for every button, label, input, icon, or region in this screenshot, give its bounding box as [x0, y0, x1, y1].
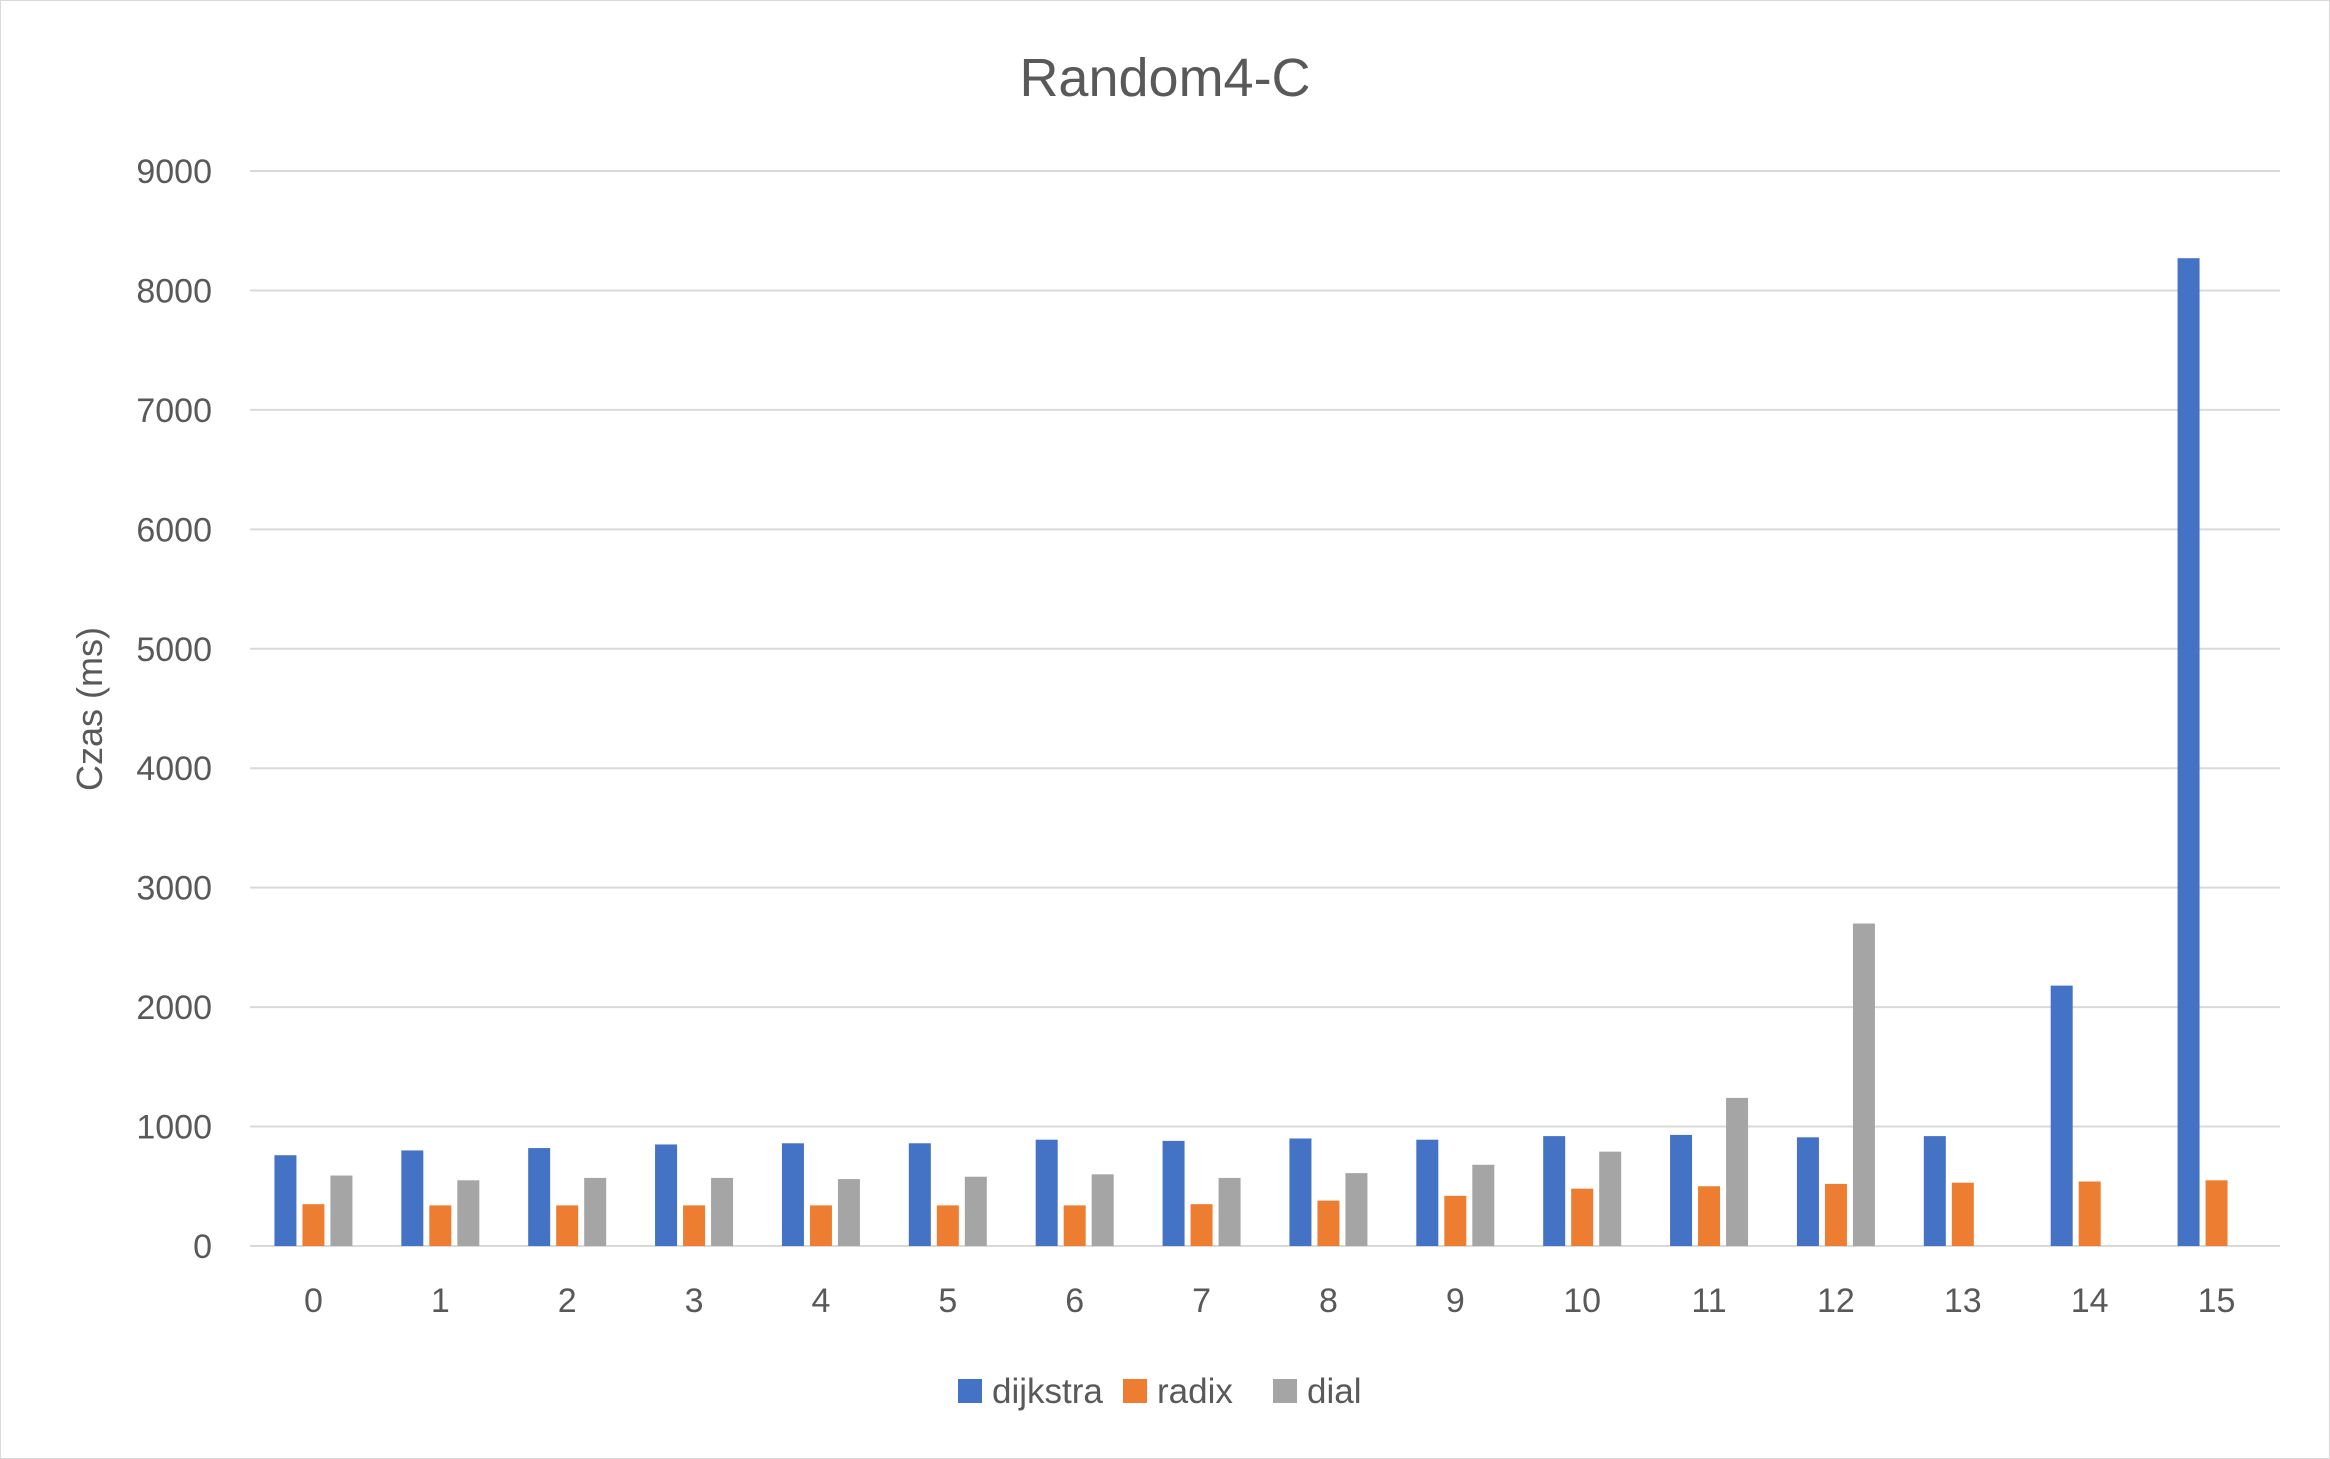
bar-dial-9 [1472, 1164, 1495, 1246]
x-tick-label: 10 [1563, 1282, 1601, 1320]
bar-radix-2 [556, 1205, 579, 1246]
y-tick-label: 4000 [136, 750, 212, 788]
y-tick-label: 3000 [136, 870, 212, 908]
bar-dial-1 [457, 1180, 480, 1246]
bar-dial-4 [837, 1179, 860, 1246]
x-tick-label: 15 [2198, 1282, 2236, 1320]
bar-radix-12 [1824, 1183, 1847, 1246]
bar-dijkstra-5 [908, 1143, 931, 1246]
x-tick-label: 0 [304, 1282, 323, 1320]
bar-dijkstra-14 [2050, 985, 2073, 1246]
x-tick-label: 14 [2071, 1282, 2109, 1320]
bar-dijkstra-7 [1162, 1140, 1185, 1246]
x-tick-label: 12 [1817, 1282, 1855, 1320]
legend-label-dijkstra: dijkstra [992, 1372, 1103, 1411]
bar-dijkstra-9 [1416, 1139, 1439, 1246]
bar-dijkstra-0 [274, 1155, 297, 1246]
bar-dial-5 [964, 1176, 987, 1246]
legend-label-radix: radix [1157, 1372, 1233, 1411]
y-tick-label: 2000 [136, 989, 212, 1027]
y-tick-label: 0 [193, 1228, 212, 1266]
x-tick-label: 13 [1944, 1282, 1982, 1320]
x-tick-label: 11 [1691, 1282, 1726, 1320]
x-tick-label: 4 [811, 1282, 830, 1320]
x-tick-label: 3 [685, 1282, 704, 1320]
bar-dijkstra-13 [1923, 1136, 1946, 1246]
x-tick-label: 6 [1065, 1282, 1084, 1320]
bar-radix-5 [936, 1205, 959, 1246]
x-tick-label: 8 [1319, 1282, 1338, 1320]
bar-dijkstra-3 [655, 1144, 678, 1246]
legend-label-dial: dial [1307, 1372, 1361, 1411]
bar-dijkstra-8 [1289, 1138, 1312, 1246]
bar-dijkstra-2 [528, 1148, 551, 1246]
bar-radix-15 [2205, 1180, 2228, 1246]
bar-dial-7 [1218, 1177, 1241, 1246]
y-tick-label: 1000 [136, 1109, 212, 1147]
bar-radix-13 [1951, 1182, 1974, 1246]
bar-dial-12 [1852, 923, 1875, 1246]
y-tick-label: 5000 [136, 631, 212, 669]
bar-radix-0 [302, 1204, 325, 1246]
y-tick-labels: 0 1000 2000 3000 4000 5000 6000 7000 8000 9000 [136, 153, 212, 1266]
bar-dial-8 [1345, 1173, 1368, 1246]
bar-radix-8 [1317, 1200, 1340, 1246]
legend-swatch-dijkstra [958, 1379, 982, 1403]
x-tick-label: 9 [1446, 1282, 1465, 1320]
y-tick-label: 6000 [136, 511, 212, 549]
bar-radix-14 [2078, 1181, 2101, 1246]
x-tick-labels: 0 1 2 3 4 5 6 7 8 9 10 11 12 13 14 15 [304, 1282, 2236, 1320]
bar-dial-6 [1091, 1174, 1114, 1246]
x-tick-label: 5 [938, 1282, 957, 1320]
bar-dijkstra-11 [1670, 1134, 1693, 1246]
bar-dijkstra-10 [1543, 1136, 1566, 1246]
y-tick-label: 7000 [136, 392, 212, 430]
gridlines [250, 170, 2280, 1247]
bar-dijkstra-6 [1035, 1139, 1058, 1246]
bar-radix-10 [1571, 1188, 1594, 1246]
bar-radix-1 [429, 1205, 452, 1246]
bar-dijkstra-1 [401, 1150, 424, 1246]
y-tick-label: 9000 [136, 153, 212, 191]
bar-radix-9 [1444, 1195, 1467, 1246]
bar-dijkstra-15 [2177, 258, 2200, 1246]
bar-dial-0 [330, 1175, 353, 1246]
bar-dial-2 [584, 1177, 607, 1246]
x-tick-label: 2 [558, 1282, 577, 1320]
bar-radix-11 [1698, 1186, 1721, 1246]
chart-title: Random4-C [1019, 48, 1310, 108]
bar-dial-10 [1599, 1151, 1622, 1246]
y-axis-label: Czas (ms) [69, 627, 110, 791]
bar-dijkstra-12 [1796, 1137, 1819, 1246]
bars [274, 258, 2228, 1246]
bar-dial-3 [711, 1177, 734, 1246]
bar-radix-3 [683, 1205, 706, 1246]
bar-radix-4 [809, 1205, 832, 1246]
bar-dial-11 [1726, 1097, 1749, 1246]
bar-radix-6 [1063, 1205, 1086, 1246]
x-tick-label: 7 [1192, 1282, 1211, 1320]
legend: dijkstra radix dial [958, 1372, 1361, 1411]
bar-dijkstra-4 [781, 1143, 804, 1246]
y-tick-label: 8000 [136, 272, 212, 310]
bar-radix-7 [1190, 1204, 1213, 1246]
legend-swatch-radix [1123, 1379, 1147, 1403]
legend-swatch-dial [1273, 1379, 1297, 1403]
x-tick-label: 1 [431, 1282, 450, 1320]
